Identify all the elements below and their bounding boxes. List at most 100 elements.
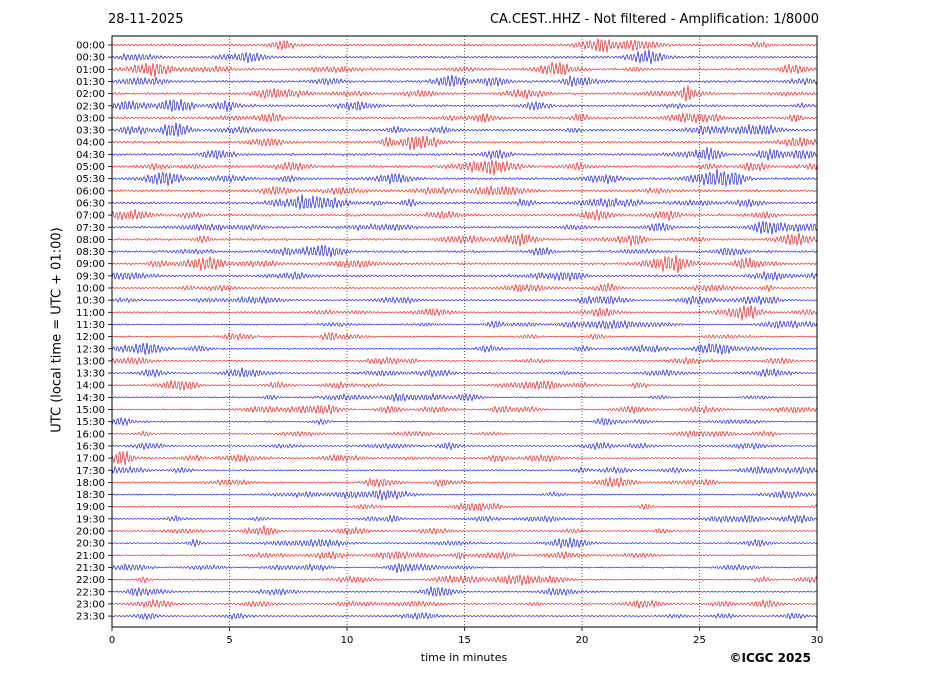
trace-0700: [111, 209, 818, 221]
y-tick-label: 12:30: [76, 344, 105, 355]
y-tick-label: 11:30: [76, 320, 105, 331]
trace-1630: [111, 441, 818, 451]
y-tick-label: 03:00: [76, 113, 105, 124]
trace-0500: [111, 159, 818, 176]
y-tick-label: 02:00: [76, 89, 105, 100]
y-tick-label: 06:00: [76, 186, 105, 197]
y-tick-label: 00:00: [76, 41, 105, 52]
trace-1700: [111, 450, 818, 466]
y-tick-label: 23:30: [76, 612, 105, 623]
trace-1800: [111, 476, 818, 488]
trace-2000: [111, 525, 818, 537]
y-tick-label: 21:30: [76, 563, 105, 574]
x-tick-label: 5: [226, 635, 232, 646]
y-tick-label: 08:00: [76, 235, 105, 246]
trace-1430: [111, 392, 818, 402]
y-tick-label: 10:00: [76, 284, 105, 295]
y-tick-label: 20:30: [76, 539, 105, 550]
trace-1200: [111, 331, 818, 341]
trace-0730: [111, 220, 818, 235]
trace-1300: [111, 356, 818, 366]
y-tick-label: 01:30: [76, 77, 105, 88]
trace-1900: [111, 502, 818, 511]
y-tick-label: 16:30: [76, 441, 105, 452]
y-tick-label: 18:30: [76, 490, 105, 501]
trace-0130: [111, 74, 818, 87]
y-tick-label: 09:00: [76, 259, 105, 270]
y-tick-label: 05:00: [76, 162, 105, 173]
y-tick-label: 01:00: [76, 65, 105, 76]
trace-1330: [111, 367, 818, 379]
trace-1500: [111, 404, 818, 415]
y-tick-label: 16:00: [76, 429, 105, 440]
trace-0530: [111, 168, 818, 187]
y-tick-label: 10:30: [76, 296, 105, 307]
y-tick-label: 15:30: [76, 417, 105, 428]
y-tick-label: 19:30: [76, 514, 105, 525]
x-tick-label: 20: [576, 635, 589, 646]
trace-0300: [111, 112, 818, 124]
y-tick-label: 22:30: [76, 587, 105, 598]
trace-2100: [111, 550, 818, 561]
y-tick-label: 00:30: [76, 53, 105, 64]
x-tick-label: 10: [341, 635, 354, 646]
date-label: 28-11-2025: [108, 12, 184, 27]
trace-0830: [111, 244, 818, 258]
copyright-label: ©ICGC 2025: [729, 651, 811, 665]
trace-0400: [111, 135, 818, 151]
trace-0900: [111, 255, 818, 274]
trace-2200: [111, 574, 818, 586]
x-axis-label: time in minutes: [420, 651, 508, 664]
plot-frame: [111, 35, 818, 628]
y-tick-label: 13:00: [76, 356, 105, 367]
trace-1600: [111, 429, 818, 439]
trace-1730: [111, 465, 818, 475]
y-tick-label: 13:30: [76, 369, 105, 380]
y-tick-label: 07:00: [76, 211, 105, 222]
x-tick-label: 30: [811, 635, 824, 646]
trace-0430: [111, 147, 818, 161]
y-tick-label: 14:30: [76, 393, 105, 404]
trace-1130: [111, 319, 818, 330]
y-tick-label: 11:00: [76, 308, 105, 319]
trace-1400: [111, 379, 818, 391]
trace-1230: [111, 342, 818, 355]
trace-0100: [111, 61, 818, 78]
y-tick-label: 14:00: [76, 381, 105, 392]
y-tick-label: 21:00: [76, 551, 105, 562]
trace-2330: [111, 611, 818, 621]
trace-2300: [111, 599, 818, 609]
y-tick-label: 02:30: [76, 101, 105, 112]
y-tick-label: 18:00: [76, 478, 105, 489]
trace-2230: [111, 586, 818, 597]
y-tick-label: 22:00: [76, 575, 105, 586]
trace-0030: [111, 49, 818, 65]
y-tick-label: 15:00: [76, 405, 105, 416]
trace-0200: [111, 85, 818, 102]
y-tick-label: 05:30: [76, 174, 105, 185]
y-tick-label: 17:30: [76, 466, 105, 477]
trace-0230: [111, 98, 818, 112]
y-tick-label: 08:30: [76, 247, 105, 258]
y-tick-label: 04:30: [76, 150, 105, 161]
trace-0800: [111, 232, 818, 247]
trace-1930: [111, 514, 818, 524]
trace-1000: [111, 283, 818, 293]
trace-1100: [111, 305, 818, 321]
x-tick-label: 0: [109, 635, 115, 646]
y-tick-label: 04:00: [76, 138, 105, 149]
trace-1830: [111, 489, 818, 501]
trace-0630: [111, 194, 818, 210]
y-tick-label: 03:30: [76, 126, 105, 137]
y-tick-label: 17:00: [76, 454, 105, 465]
y-tick-label: 20:00: [76, 527, 105, 538]
chart-title: CA.CEST..HHZ - Not filtered - Amplificat…: [489, 12, 819, 27]
trace-0000: [111, 38, 818, 53]
y-tick-label: 12:00: [76, 332, 105, 343]
x-tick-label: 15: [458, 635, 471, 646]
y-tick-label: 07:30: [76, 223, 105, 234]
trace-1530: [111, 417, 818, 427]
trace-1030: [111, 295, 818, 306]
y-tick-label: 06:30: [76, 198, 105, 209]
